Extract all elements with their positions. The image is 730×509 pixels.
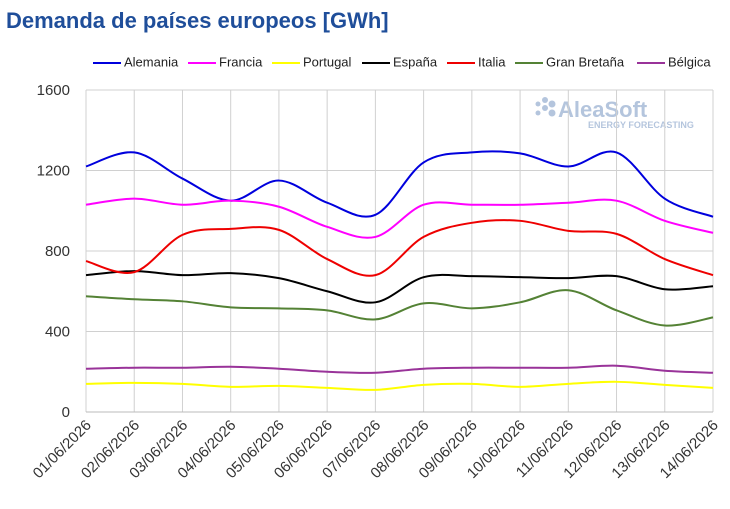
series-line — [85, 380, 714, 391]
legend-label: Alemania — [124, 54, 179, 69]
series-line — [85, 219, 714, 277]
legend-label: Francia — [219, 54, 263, 69]
series-line — [85, 364, 714, 374]
series-line — [85, 150, 714, 218]
y-tick-label: 1600 — [37, 82, 70, 99]
series-line — [85, 197, 714, 239]
legend-label: Gran Bretaña — [546, 54, 625, 69]
legend-label: Bélgica — [668, 54, 711, 69]
y-tick-label: 1200 — [37, 163, 70, 180]
chart-title: Demanda de países europeos [GWh] — [6, 8, 389, 33]
series-line — [85, 270, 714, 304]
y-tick-label: 400 — [45, 324, 70, 341]
series-line — [85, 289, 714, 327]
legend-label: Italia — [478, 54, 506, 69]
watermark-brand: AleaSoft — [558, 97, 648, 122]
y-tick-label: 0 — [62, 404, 70, 421]
legend-label: Portugal — [303, 54, 352, 69]
y-tick-label: 800 — [45, 243, 70, 260]
watermark: AleaSoft ENERGY FORECASTING — [535, 97, 694, 130]
watermark-tagline: ENERGY FORECASTING — [588, 120, 694, 130]
legend-label: España — [393, 54, 438, 69]
